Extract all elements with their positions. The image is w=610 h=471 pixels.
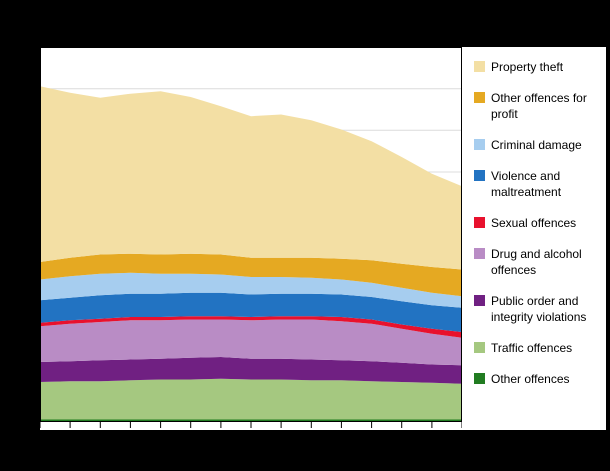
area-series <box>40 86 462 422</box>
stacked-area-chart <box>40 47 462 428</box>
legend: Property theft Other offences for profit… <box>462 47 606 430</box>
legend-label-criminal-damage: Criminal damage <box>491 138 582 152</box>
area-criminal-damage <box>40 272 462 308</box>
legend-item-drug-and-alcohol-offences: Drug and alcohol offences <box>474 246 600 278</box>
legend-label-property-theft: Property theft <box>491 60 564 74</box>
legend-label-other-offences: Other offences <box>491 372 570 386</box>
area-violence-and-maltreatment <box>40 292 462 332</box>
area-other-offences-for-profit <box>40 253 462 297</box>
legend-label-violence-and-maltreatment: Violence and maltreatment <box>491 169 562 199</box>
area-public-order-and-integrity-violations <box>40 357 462 384</box>
legend-item-public-order-and-integrity-violations: Public order and integrity violations <box>474 293 600 325</box>
legend-swatch-violence-and-maltreatment <box>474 170 485 181</box>
legend-swatch-public-order-and-integrity-violations <box>474 295 485 306</box>
legend-swatch-property-theft <box>474 61 485 72</box>
legend-item-violence-and-maltreatment: Violence and maltreatment <box>474 168 600 200</box>
axis-frame <box>40 47 462 422</box>
area-property-theft <box>40 86 462 270</box>
x-axis-ticks <box>40 422 462 428</box>
legend-swatch-drug-and-alcohol-offences <box>474 248 485 259</box>
area-traffic-offences <box>40 378 462 420</box>
legend-swatch-criminal-damage <box>474 139 485 150</box>
legend-item-traffic-offences: Traffic offences <box>474 340 600 356</box>
legend-label-sexual-offences: Sexual offences <box>491 216 577 230</box>
legend-label-public-order-and-integrity-violations: Public order and integrity violations <box>491 294 587 324</box>
legend-label-traffic-offences: Traffic offences <box>491 341 573 355</box>
legend-item-other-offences: Other offences <box>474 371 600 387</box>
legend-item-other-offences-for-profit: Other offences for profit <box>474 90 600 122</box>
legend-swatch-other-offences <box>474 373 485 384</box>
chart-figure: Property theft Other offences for profit… <box>40 47 606 430</box>
legend-item-sexual-offences: Sexual offences <box>474 215 600 231</box>
legend-label-other-offences-for-profit: Other offences for profit <box>491 91 587 121</box>
area-drug-and-alcohol-offences <box>40 319 462 366</box>
legend-label-drug-and-alcohol-offences: Drug and alcohol offences <box>491 247 582 277</box>
legend-item-property-theft: Property theft <box>474 59 600 75</box>
legend-swatch-other-offences-for-profit <box>474 92 485 103</box>
area-sexual-offences <box>40 316 462 338</box>
legend-swatch-traffic-offences <box>474 342 485 353</box>
legend-swatch-sexual-offences <box>474 217 485 228</box>
legend-item-criminal-damage: Criminal damage <box>474 137 600 153</box>
